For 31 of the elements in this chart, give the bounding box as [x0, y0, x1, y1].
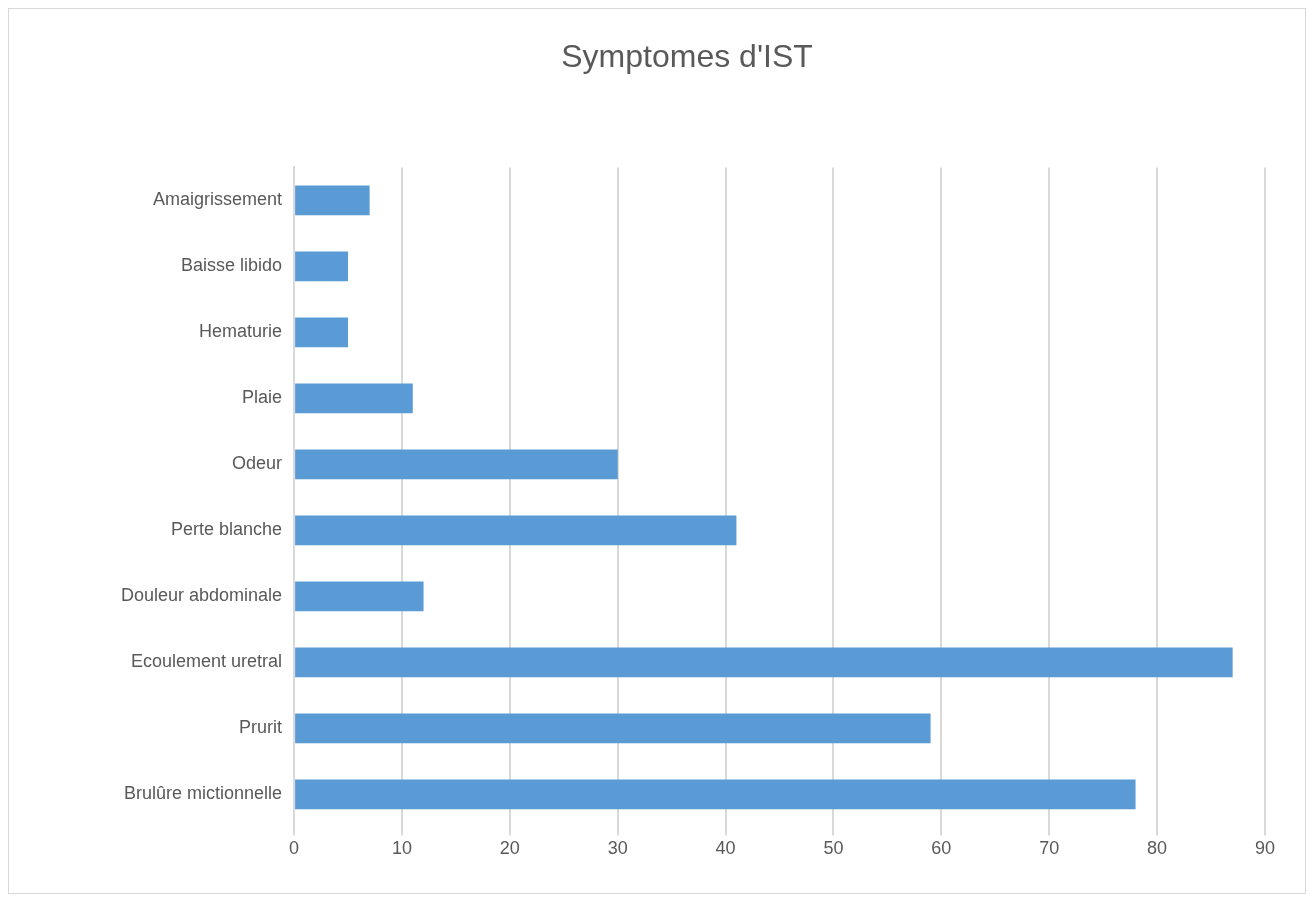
x-tick-label: 80	[1147, 838, 1168, 859]
y-tick-label: Brulûre mictionnelle	[124, 783, 283, 804]
x-tick-label: 30	[607, 838, 628, 859]
bar	[295, 185, 370, 216]
x-tick-label: 40	[715, 838, 736, 859]
bar	[295, 779, 1136, 810]
x-tick-label: 60	[931, 838, 952, 859]
x-tick-label: 20	[499, 838, 520, 859]
bar	[295, 317, 349, 348]
x-tick-label: 90	[1254, 838, 1276, 859]
x-tick-label: 50	[823, 838, 844, 859]
bar	[295, 581, 424, 612]
chart-title: Symptomes d'IST	[561, 38, 813, 75]
y-tick-label: Ecoulement uretral	[131, 651, 283, 672]
y-tick-label: Perte blanche	[171, 519, 283, 540]
bar	[295, 515, 737, 546]
x-tick-label: 70	[1039, 838, 1060, 859]
y-tick-label: Amaigrissement	[153, 189, 283, 210]
bar	[295, 383, 413, 414]
bar	[295, 251, 349, 282]
y-tick-label: Hematurie	[199, 321, 283, 342]
x-tick-label: 0	[289, 838, 300, 859]
y-tick-label: Baisse libido	[181, 255, 283, 276]
y-tick-label: Plaie	[242, 387, 283, 408]
y-tick-label: Douleur abdominale	[120, 585, 283, 606]
bar	[295, 713, 931, 744]
y-tick-label: Odeur	[232, 453, 283, 474]
x-tick-label: 10	[391, 838, 412, 859]
y-tick-label: Prurit	[239, 717, 283, 738]
bar	[295, 647, 1233, 678]
bar	[295, 449, 618, 480]
